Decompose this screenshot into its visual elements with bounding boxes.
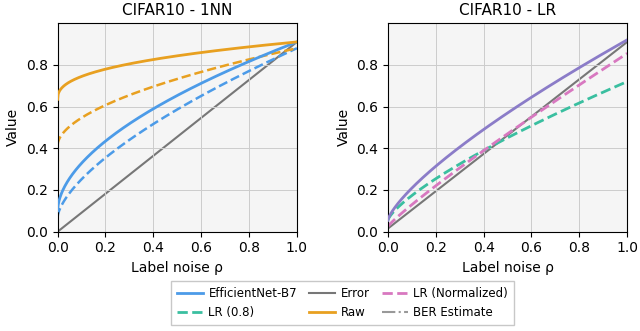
Legend: EfficientNet-B7, LR (0.8), Error, Raw, LR (Normalized), BER Estimate: EfficientNet-B7, LR (0.8), Error, Raw, L…	[171, 281, 514, 325]
Title: CIFAR10 - LR: CIFAR10 - LR	[459, 3, 556, 18]
Y-axis label: Value: Value	[337, 108, 351, 147]
X-axis label: Label noise ρ: Label noise ρ	[461, 261, 554, 275]
Y-axis label: Value: Value	[6, 108, 20, 147]
X-axis label: Label noise ρ: Label noise ρ	[131, 261, 223, 275]
Title: CIFAR10 - 1NN: CIFAR10 - 1NN	[122, 3, 232, 18]
